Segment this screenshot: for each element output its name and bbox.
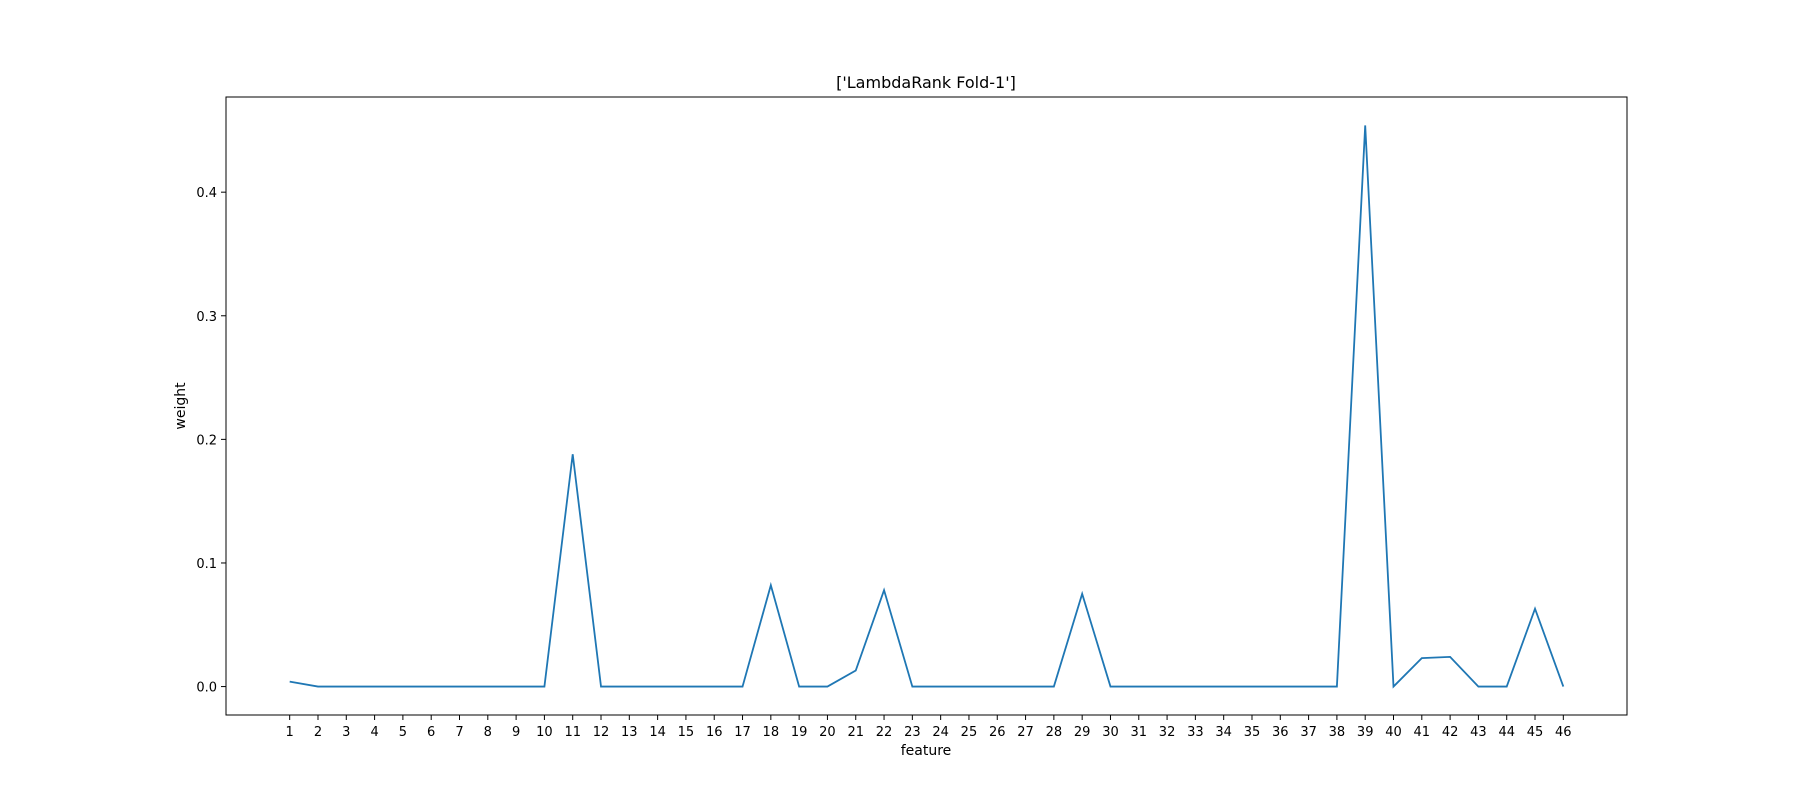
x-tick-label: 11 xyxy=(564,725,581,740)
x-tick-label: 24 xyxy=(932,725,949,740)
y-tick-label: 0.2 xyxy=(196,433,217,448)
x-tick-label: 13 xyxy=(621,725,638,740)
x-tick-label: 14 xyxy=(649,725,666,740)
series-line xyxy=(289,125,1565,689)
x-tick-label: 32 xyxy=(1159,725,1176,740)
x-tick-label: 7 xyxy=(455,725,463,740)
x-tick-label: 40 xyxy=(1385,725,1402,740)
x-axis-label: feature xyxy=(901,743,952,759)
x-tick-label: 12 xyxy=(593,725,610,740)
x-tick-label: 28 xyxy=(1046,725,1063,740)
x-tick-label: 2 xyxy=(314,725,322,740)
x-tick-label: 33 xyxy=(1187,725,1204,740)
axes-frame xyxy=(225,96,1628,716)
y-tick-label: 0.4 xyxy=(196,186,217,201)
x-tick-label: 9 xyxy=(512,725,520,740)
x-tick-label: 29 xyxy=(1074,725,1091,740)
x-tick-label: 6 xyxy=(427,725,435,740)
y-tick-label: 0.3 xyxy=(196,310,217,325)
x-tick-label: 42 xyxy=(1442,725,1459,740)
x-tick-label: 35 xyxy=(1244,725,1261,740)
x-tick-label: 20 xyxy=(819,725,836,740)
x-tick-label: 22 xyxy=(876,725,893,740)
x-tick-label: 25 xyxy=(961,725,978,740)
x-tick-label: 31 xyxy=(1130,725,1147,740)
x-tick-label: 21 xyxy=(847,725,864,740)
x-tick-label: 18 xyxy=(763,725,780,740)
x-tick-label: 41 xyxy=(1414,725,1431,740)
x-tick-label: 23 xyxy=(904,725,921,740)
x-tick-label: 17 xyxy=(734,725,751,740)
x-tick-label: 45 xyxy=(1527,725,1544,740)
y-axis-label: weight xyxy=(173,382,189,430)
x-tick-label: 34 xyxy=(1215,725,1232,740)
x-tick-label: 36 xyxy=(1272,725,1289,740)
x-tick-label: 37 xyxy=(1300,725,1317,740)
x-tick-label: 43 xyxy=(1470,725,1487,740)
x-tick-label: 16 xyxy=(706,725,723,740)
x-tick-label: 27 xyxy=(1017,725,1034,740)
y-axis: 0.0 0.1 0.2 0.3 0.4 xyxy=(196,186,226,696)
x-tick-label: 26 xyxy=(989,725,1006,740)
chart-title: ['LambdaRank Fold-1'] xyxy=(836,73,1016,92)
x-tick-label: 19 xyxy=(791,725,808,740)
x-tick-label: 10 xyxy=(536,725,553,740)
x-tick-label: 46 xyxy=(1555,725,1572,740)
x-tick-label: 1 xyxy=(286,725,294,740)
y-tick-label: 0.1 xyxy=(196,557,217,572)
x-tick-label: 4 xyxy=(370,725,378,740)
x-tick-label: 38 xyxy=(1329,725,1346,740)
x-tick-label: 30 xyxy=(1102,725,1119,740)
x-axis: 1 2 3 4 5 6 7 8 9 10 11 12 13 14 15 16 17 18 19 20 21 22 23 24 2… xyxy=(286,715,1572,740)
x-tick-label: 44 xyxy=(1498,725,1515,740)
y-tick-label: 0.0 xyxy=(196,681,217,696)
x-tick-label: 39 xyxy=(1357,725,1374,740)
x-tick-label: 8 xyxy=(484,725,492,740)
x-tick-label: 15 xyxy=(678,725,695,740)
x-tick-label: 3 xyxy=(342,725,350,740)
x-tick-label: 5 xyxy=(399,725,407,740)
